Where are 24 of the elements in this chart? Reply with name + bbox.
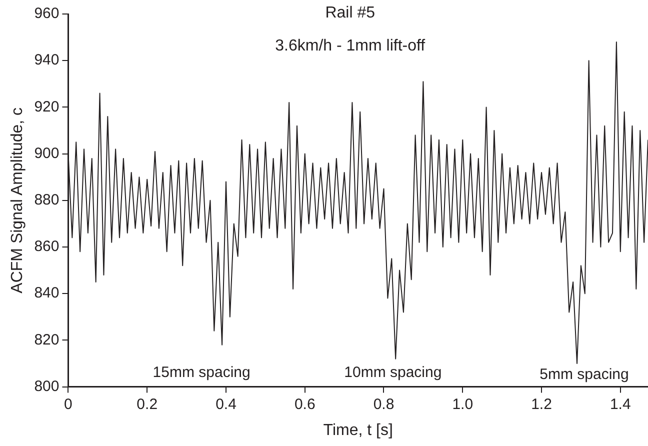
y-tick-label: 860 [34, 238, 60, 256]
y-tick-label: 900 [34, 144, 60, 162]
annotation: 15mm spacing [152, 364, 250, 381]
x-tick-label: 0.6 [294, 396, 316, 413]
text: 3.6km/h - 1mm lift-off [275, 37, 426, 54]
annotation: 5mm spacing [540, 366, 629, 383]
x-tick-label: 0.4 [216, 396, 236, 413]
x-tick-label: 0.2 [136, 396, 158, 413]
x-tick-label: 1.2 [531, 396, 552, 413]
y-tick-label: 800 [34, 378, 60, 395]
x-tick-label: 0.8 [373, 396, 394, 413]
y-tick-label: 820 [34, 331, 60, 348]
x-tick-label: 1.0 [452, 396, 474, 413]
y-axis-title: ACFM Signal Amplitude, c [9, 107, 26, 294]
chart-title: Rail #5 [325, 4, 376, 22]
y-tick-label: 920 [34, 98, 60, 116]
x-tick-label: 1.4 [610, 396, 631, 413]
y-tick-label: 880 [34, 192, 60, 209]
y-tick-label: 940 [34, 52, 60, 69]
y-tick-label: 960 [34, 5, 60, 22]
x-axis-title: Time, t [s] [323, 422, 393, 439]
x-tick-label: 0 [64, 396, 72, 413]
y-tick-label: 840 [34, 284, 60, 302]
annotation: 10mm spacing [344, 364, 442, 381]
